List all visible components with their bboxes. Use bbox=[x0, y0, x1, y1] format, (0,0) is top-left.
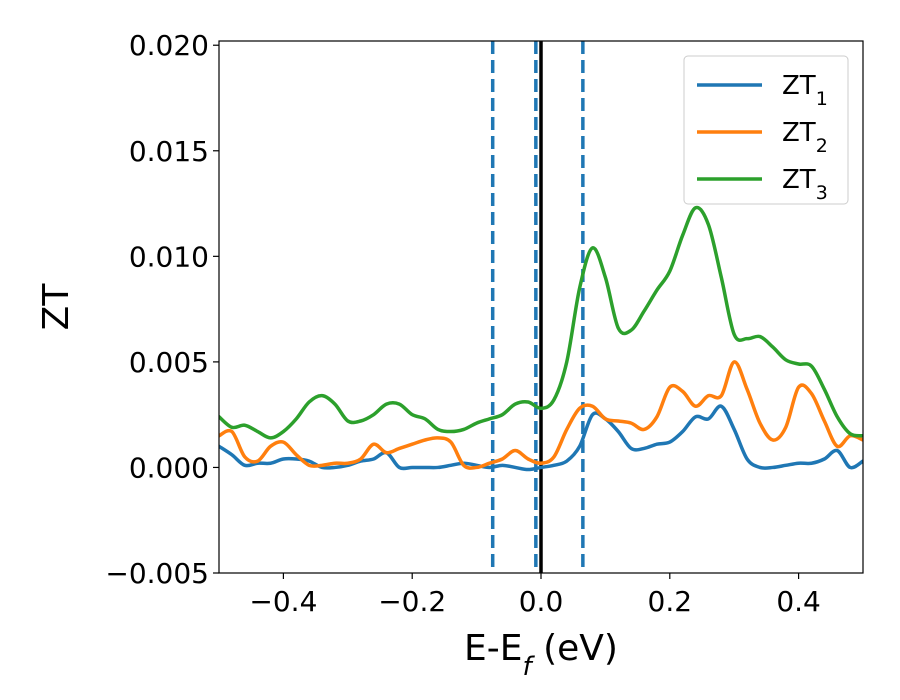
y-axis-label: ZT bbox=[36, 283, 77, 331]
legend-label-zt3: ZT3 bbox=[782, 165, 828, 204]
series-line-zt2 bbox=[219, 360, 863, 470]
series-line-zt1 bbox=[219, 404, 863, 472]
series-line-zt3 bbox=[219, 205, 863, 440]
x-tick-label: 0.2 bbox=[648, 585, 693, 618]
legend-label-zt2: ZT2 bbox=[782, 118, 828, 157]
series-layer bbox=[219, 205, 863, 472]
y-tick-label: 0.015 bbox=[129, 135, 209, 168]
x-tick-label: 0.4 bbox=[776, 585, 821, 618]
y-tick-label: 0.000 bbox=[129, 451, 209, 484]
y-tick-label: 0.010 bbox=[129, 240, 209, 273]
y-tick-label: 0.020 bbox=[129, 29, 209, 62]
legend: ZT1 ZT2 ZT3 bbox=[683, 55, 849, 205]
y-tick-label: 0.005 bbox=[129, 346, 209, 379]
x-tick-label: −0.2 bbox=[378, 585, 446, 618]
y-axis-ticks: −0.005 0.000 0.005 0.010 0.015 0.020 bbox=[105, 29, 219, 590]
x-axis-ticks: −0.4 −0.2 0.0 0.2 0.4 bbox=[249, 573, 821, 618]
y-tick-label: −0.005 bbox=[105, 557, 209, 590]
legend-box bbox=[683, 55, 849, 205]
x-tick-label: −0.4 bbox=[249, 585, 317, 618]
x-tick-label: 0.0 bbox=[519, 585, 564, 618]
x-axis-label: E-Ef (eV) bbox=[464, 628, 618, 682]
legend-label-zt1: ZT1 bbox=[782, 71, 828, 110]
vertical-markers bbox=[490, 41, 585, 573]
